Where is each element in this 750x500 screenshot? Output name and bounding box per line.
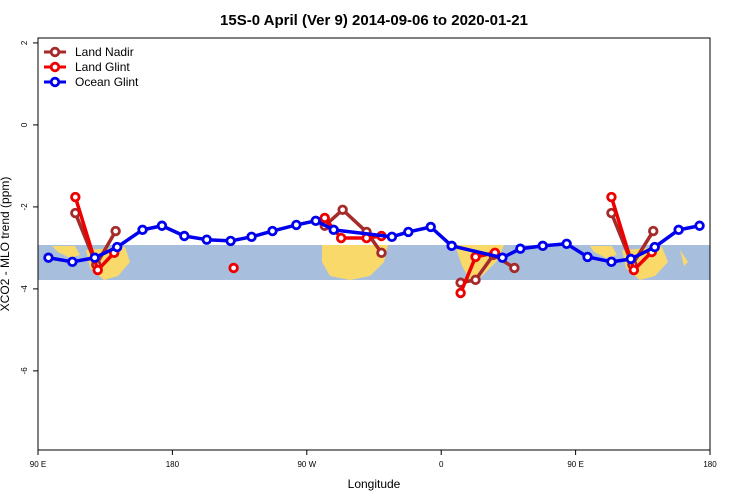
data-point	[446, 240, 457, 252]
data-point	[246, 231, 257, 243]
data-point	[201, 234, 212, 245]
data-point	[509, 262, 520, 274]
y-tick-label: 2	[20, 40, 29, 45]
data-point	[328, 224, 339, 236]
y-axis-label: XCO2 - MLO trend (ppm)	[0, 177, 12, 312]
legend-marker	[49, 76, 61, 88]
data-point	[455, 287, 466, 299]
data-point	[89, 252, 100, 263]
data-point	[319, 212, 330, 224]
x-tick-label: 90 E	[30, 460, 46, 469]
data-point	[497, 252, 508, 263]
data-point	[376, 247, 387, 259]
data-point	[403, 226, 414, 238]
data-point	[606, 191, 617, 203]
data-point	[228, 262, 239, 274]
legend-label: Land Nadir	[75, 45, 134, 59]
data-point	[386, 231, 398, 243]
x-axis-label: Longitude	[348, 477, 401, 491]
y-tick-label: -4	[20, 285, 29, 293]
x-tick-label: 90 W	[297, 460, 316, 469]
data-point	[92, 264, 103, 276]
legend-label: Land Glint	[75, 60, 130, 74]
data-point	[515, 243, 526, 254]
data-point	[291, 219, 302, 231]
x-tick-label: 180	[703, 460, 717, 469]
data-point	[156, 220, 168, 231]
data-point	[43, 252, 54, 263]
data-point	[628, 264, 640, 276]
data-point	[694, 220, 705, 231]
data-point	[425, 221, 436, 233]
y-tick-label: -6	[20, 367, 29, 375]
data-point	[110, 225, 121, 237]
data-point	[648, 225, 659, 237]
chart-title: 15S-0 April (Ver 9) 2014-09-06 to 2020-0…	[220, 12, 528, 29]
map-band	[38, 245, 710, 280]
y-tick-label: -2	[20, 203, 29, 211]
data-point	[67, 256, 78, 268]
data-point	[673, 224, 684, 236]
data-point	[625, 253, 637, 265]
legend-marker	[49, 46, 61, 58]
data-point	[606, 256, 617, 268]
data-point	[561, 238, 572, 249]
data-point	[111, 241, 123, 253]
data-point	[70, 191, 81, 203]
data-point	[337, 204, 348, 215]
data-point	[179, 230, 190, 242]
data-point	[470, 251, 481, 263]
x-tick-label: 0	[439, 460, 444, 469]
legend-marker	[49, 61, 61, 73]
data-point	[137, 224, 148, 236]
data-point	[582, 251, 593, 263]
data-point	[335, 232, 347, 244]
legend-label: Ocean Glint	[75, 75, 139, 89]
data-point	[267, 225, 278, 237]
plot-frame	[37, 37, 711, 451]
series-line	[48, 219, 700, 264]
data-point	[537, 240, 548, 252]
data-point	[470, 274, 481, 286]
data-point	[310, 215, 321, 227]
data-point	[225, 235, 236, 247]
x-tick-label: 90 E	[567, 460, 583, 469]
x-tick-label: 180	[166, 460, 180, 469]
data-point	[649, 241, 660, 253]
y-tick-label: 0	[20, 122, 29, 127]
